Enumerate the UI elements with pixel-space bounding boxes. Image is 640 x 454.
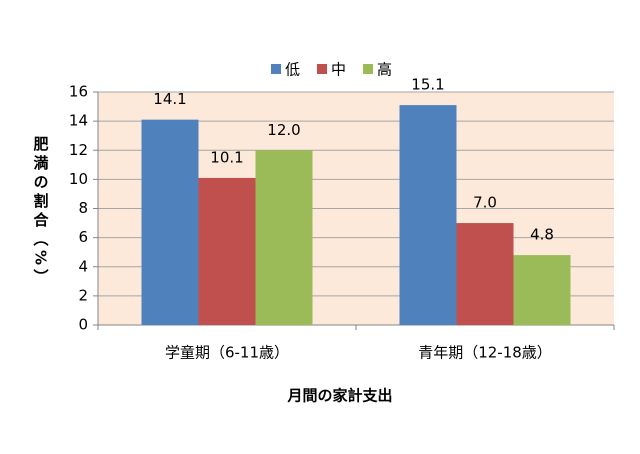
legend-swatch: [317, 64, 327, 74]
y-tick-label: 12: [69, 141, 88, 159]
legend-swatch: [363, 64, 373, 74]
y-tick-label: 4: [78, 257, 88, 275]
x-axis-title: 月間の家計支出: [286, 387, 392, 405]
legend-label: 低: [285, 61, 300, 79]
bar: [399, 105, 457, 325]
legend-swatch: [271, 64, 281, 74]
bar: [513, 255, 571, 325]
bar: [198, 177, 256, 325]
bar: [255, 150, 313, 325]
x-tick-label: 学童期（6-11歳）: [165, 344, 289, 362]
bar: [456, 223, 514, 325]
value-label: 12.0: [267, 121, 300, 139]
value-label: 10.1: [210, 148, 243, 166]
value-label: 7.0: [473, 194, 497, 212]
legend-label: 高: [377, 61, 392, 79]
y-tick-label: 6: [78, 228, 88, 246]
value-label: 14.1: [153, 90, 186, 108]
y-tick-label: 2: [78, 286, 88, 304]
y-tick-label: 10: [69, 170, 88, 188]
y-tick-label: 0: [78, 316, 88, 334]
x-tick-label: 青年期（12-18歳）: [418, 344, 552, 362]
y-tick-label: 16: [69, 83, 88, 101]
value-label: 4.8: [530, 226, 554, 244]
y-tick-label: 14: [69, 112, 88, 130]
y-axis-title: 肥満の割合（%）: [32, 136, 50, 288]
legend-label: 中: [331, 61, 346, 79]
value-label: 15.1: [411, 76, 444, 94]
bar: [141, 119, 199, 325]
y-tick-label: 8: [78, 199, 88, 217]
